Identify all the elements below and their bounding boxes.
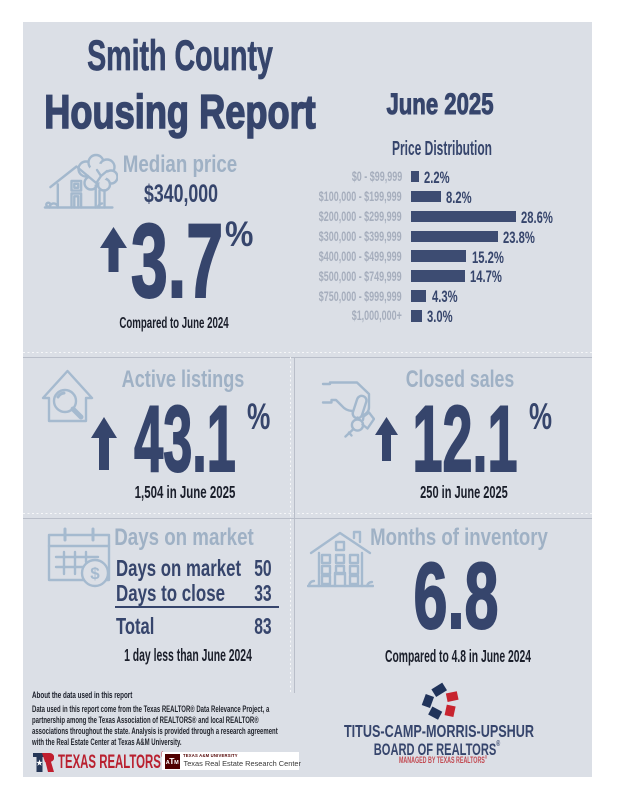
svg-text:$: $ xyxy=(90,564,100,583)
